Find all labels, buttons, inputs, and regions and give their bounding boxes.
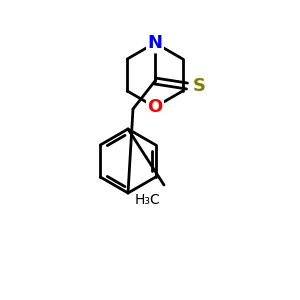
Text: S: S: [193, 77, 206, 95]
Text: H₃C: H₃C: [134, 193, 160, 207]
Text: O: O: [147, 98, 163, 116]
Text: N: N: [148, 34, 163, 52]
